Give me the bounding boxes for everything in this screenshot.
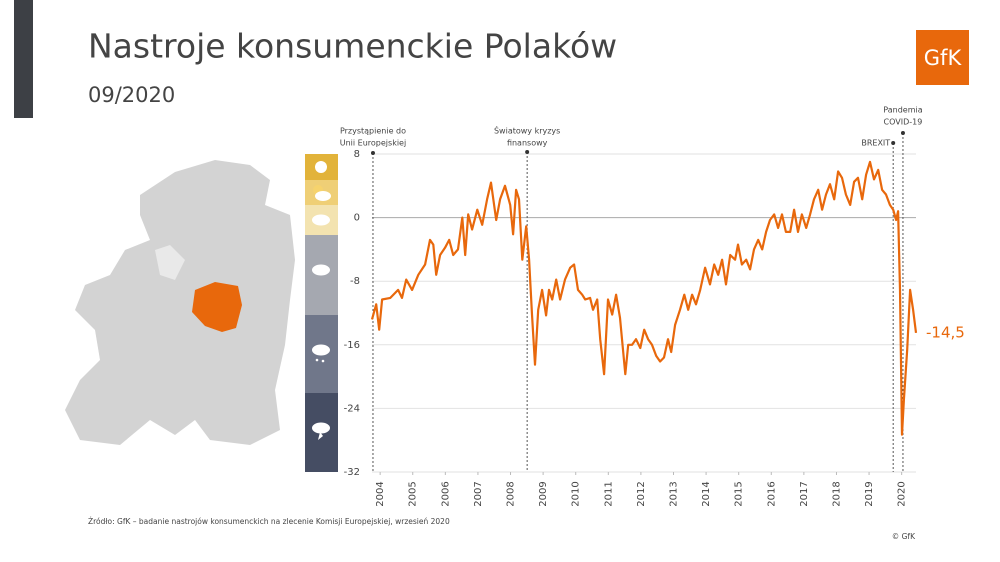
x-tick-label: 2011 <box>603 481 614 506</box>
x-tick-label: 2006 <box>440 481 451 506</box>
x-tick-label: 2019 <box>864 481 875 506</box>
accent-bar <box>14 0 33 118</box>
x-tick-label: 2014 <box>701 481 712 506</box>
x-tick-label: 2020 <box>897 481 908 506</box>
end-label: -14,5 <box>926 323 965 341</box>
annotation-label: BREXIT <box>861 139 890 148</box>
x-tick-label: 2016 <box>766 481 777 506</box>
x-tick-label: 2009 <box>538 481 549 506</box>
annotation-dot <box>900 131 905 135</box>
y-tick-label: -8 <box>350 276 360 287</box>
subtitle: 09/2020 <box>88 83 175 107</box>
x-tick-label: 2012 <box>636 481 647 506</box>
annotation-dot <box>891 141 896 145</box>
weather-scale <box>305 154 338 472</box>
y-tick-label: -24 <box>344 403 360 414</box>
x-tick-label: 2017 <box>799 481 810 506</box>
y-tick-label: 8 <box>354 149 360 160</box>
logo-box <box>916 30 969 85</box>
x-tick-label: 2008 <box>506 481 517 506</box>
annotation-dot <box>525 150 530 154</box>
copyright: © GfK <box>892 532 916 541</box>
title: Nastroje konsumenckie Polaków <box>88 27 617 66</box>
x-tick-label: 2005 <box>408 481 419 506</box>
annotation-label: Unii Europejskiej <box>340 139 406 148</box>
x-tick-label: 2013 <box>668 481 679 506</box>
annotation-label: Przystąpienie do <box>340 127 406 136</box>
x-tick-label: 2004 <box>375 481 386 506</box>
x-tick-label: 2015 <box>734 481 745 506</box>
logo: GfK <box>924 46 963 70</box>
series-line <box>370 160 918 436</box>
y-tick-label: -32 <box>344 467 360 478</box>
source: Źródło: GfK – badanie nastrojów konsumen… <box>88 517 450 526</box>
annotation-label: Pandemia <box>883 106 922 115</box>
y-tick-label: 0 <box>354 213 360 224</box>
annotation-dot <box>370 151 375 155</box>
x-tick-label: 2007 <box>473 481 484 506</box>
y-tick-label: -16 <box>344 340 360 351</box>
annotation-label: finansowy <box>507 139 548 148</box>
annotation-label: Światowy kryzys <box>494 125 560 136</box>
annotation-label: COVID-19 <box>884 118 923 127</box>
map <box>65 160 295 445</box>
x-tick-label: 2010 <box>571 481 582 506</box>
poland <box>192 282 242 332</box>
x-tick-label: 2018 <box>831 481 842 506</box>
